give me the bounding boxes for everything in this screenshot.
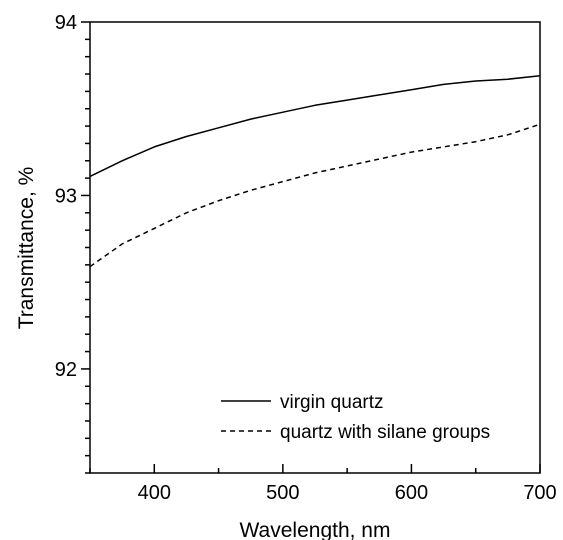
y-tick-label: 94 (55, 12, 77, 34)
series-line-quartz-with-silane-groups (89, 123, 541, 268)
series-lines (89, 75, 541, 268)
legend-label-virgin-quartz: virgin quartz (280, 392, 384, 413)
x-tick-label: 600 (395, 482, 428, 504)
legend-label-quartz-with-silane-groups: quartz with silane groups (280, 422, 490, 443)
y-tick-label: 92 (55, 359, 77, 381)
x-axis-title: Wavelength, nm (240, 519, 391, 540)
legend: virgin quartz quartz with silane groups (221, 392, 490, 443)
series-line-virgin-quartz (89, 75, 541, 178)
axis-ticks (81, 21, 541, 474)
x-tick-label: 400 (138, 482, 171, 504)
x-tick-label: 700 (523, 482, 556, 504)
y-tick-label: 93 (55, 185, 77, 207)
tick-labels: 400 500 600 700 92 93 94 (55, 12, 557, 504)
x-tick-label: 500 (266, 482, 299, 504)
y-axis-title: Transmittance, % (15, 167, 38, 330)
